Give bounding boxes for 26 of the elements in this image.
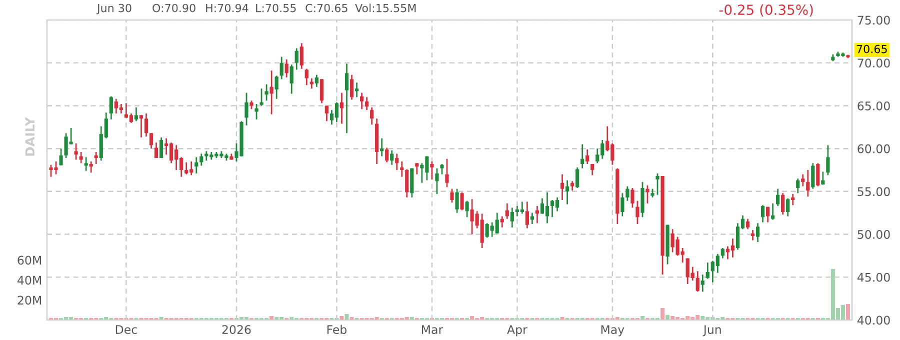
y-tick-label: 70.00: [858, 58, 890, 68]
y-tick-label: 60.00: [858, 144, 890, 154]
text: C:70.65: [306, 4, 348, 12]
x-tick-label: Jun: [702, 325, 721, 336]
x-tick-label: 2026: [222, 325, 251, 334]
y-tick-label: 50.00: [858, 230, 890, 239]
text: -0.25 (0.35%): [719, 4, 813, 17]
y2-tick-label: 20M: [18, 296, 41, 305]
y2-tick-label: 60M: [18, 256, 41, 265]
y-tick-label: 75.00: [858, 16, 890, 25]
text: Vol:15.55M: [355, 4, 416, 12]
y2-tick-label: 40M: [18, 276, 41, 285]
text: O:70.90: [152, 4, 196, 12]
x-tick-label: May: [601, 325, 624, 336]
text: Jun 30: [96, 4, 132, 14]
x-tick-label: Mar: [422, 325, 444, 334]
x-tick-label: Dec: [116, 325, 137, 334]
text: H:70.94: [206, 4, 248, 12]
text: L:70.55: [256, 4, 296, 12]
y-tick-label: 45.00: [857, 272, 890, 282]
y-tick-label: 40.00: [857, 316, 890, 325]
y-tick-label: 55.00: [858, 187, 890, 196]
y-tick-label: 65.00: [858, 101, 890, 110]
text: 70.65: [856, 44, 887, 54]
x-tick-label: Apr: [507, 325, 528, 336]
x-tick-label: Feb: [327, 324, 347, 334]
